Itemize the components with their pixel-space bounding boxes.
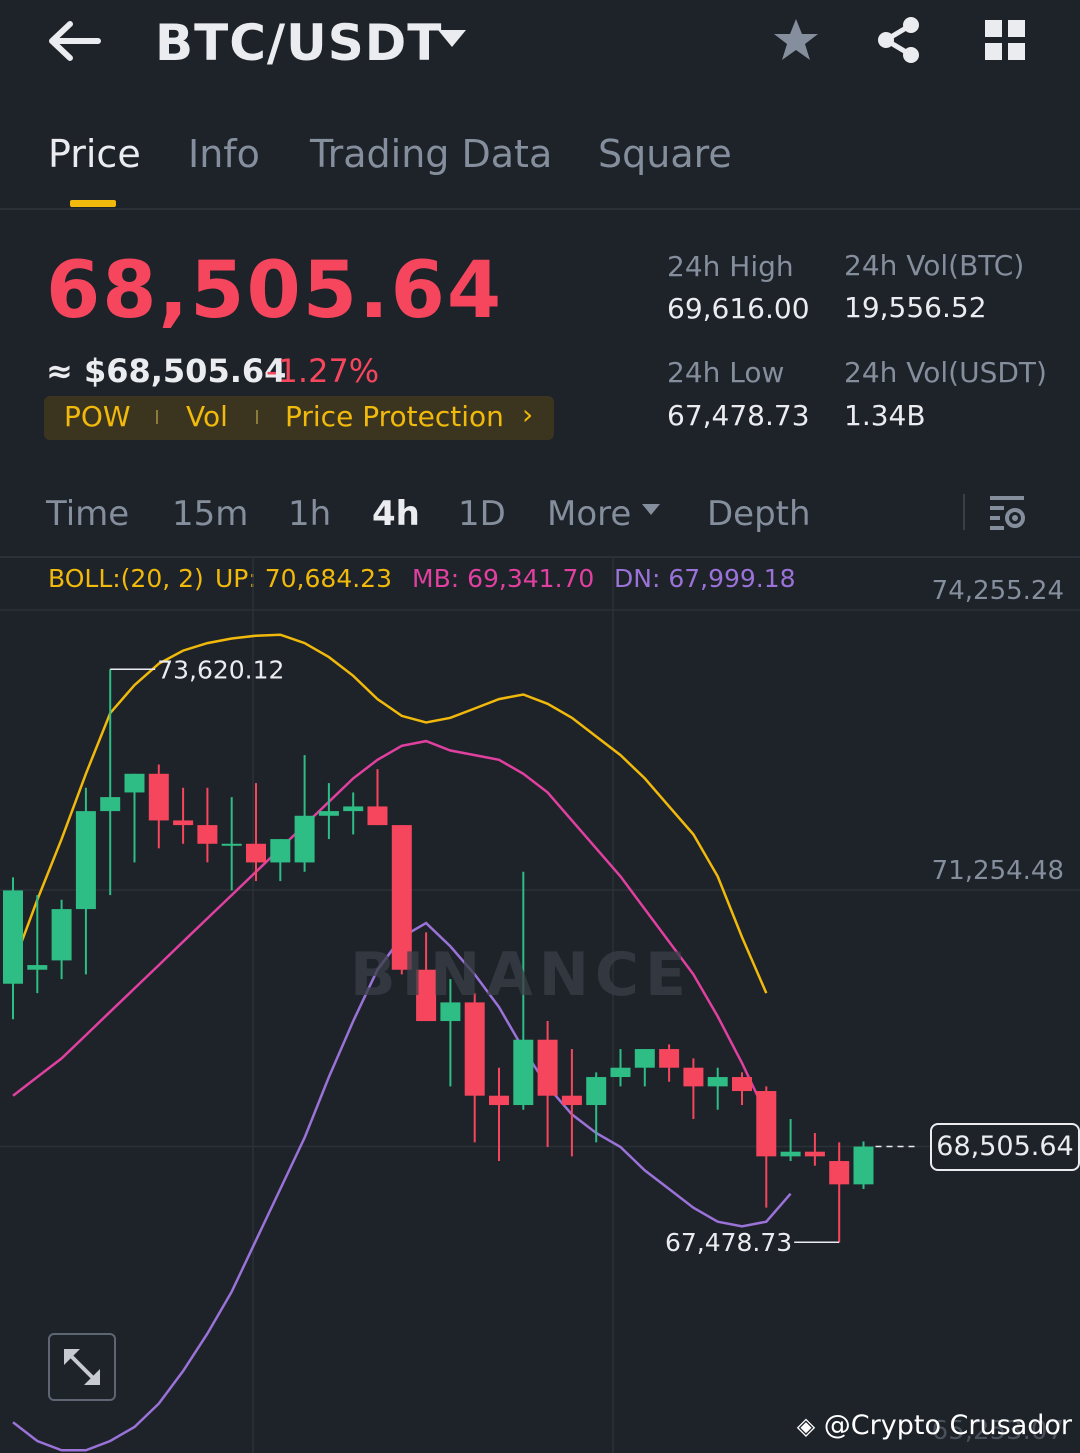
vol-btc-label: 24h Vol(BTC): [844, 249, 1025, 282]
divider: [0, 556, 1080, 558]
candle-body: [318, 811, 339, 816]
interval-depth[interactable]: Depth: [707, 494, 811, 534]
candle-body: [367, 806, 388, 826]
vol-btc-value: 19,556.52: [844, 291, 987, 324]
boll-mb: MB: 69,341.70: [412, 564, 595, 593]
fiat-price: ≈ $68,505.64: [46, 352, 287, 390]
interval-4h[interactable]: 4h: [372, 494, 420, 534]
candle-body: [3, 890, 23, 984]
tab-square[interactable]: Square: [598, 132, 732, 176]
candle-body: [440, 1002, 461, 1022]
candle-body: [148, 773, 169, 821]
candle-body: [537, 1039, 558, 1096]
boll-up: UP: 70,684.23: [215, 564, 392, 593]
share-icon[interactable]: [875, 16, 923, 64]
candle-body: [707, 1077, 728, 1087]
price-change: -1.27%: [266, 352, 380, 390]
high-value: 69,616.00: [667, 292, 810, 325]
candle-body: [756, 1091, 777, 1157]
tag-separator: [156, 410, 158, 424]
interval-15m[interactable]: 15m: [172, 494, 249, 534]
candle-body: [51, 909, 72, 961]
diamond-icon: ◈: [796, 1412, 816, 1440]
candle-body: [464, 1002, 485, 1096]
star-icon[interactable]: [772, 16, 820, 64]
tab-trading-data[interactable]: Trading Data: [310, 132, 553, 176]
candle-body: [27, 965, 48, 970]
tab-indicator: [70, 200, 116, 207]
low-value: 67,478.73: [667, 399, 810, 432]
caret-down-icon[interactable]: [438, 30, 466, 47]
candle-body: [732, 1077, 752, 1092]
axis-label-bottom: 65,253.07: [931, 1416, 1064, 1446]
tag-pow[interactable]: POW: [64, 400, 131, 433]
tag-price-protection[interactable]: Price Protection: [285, 400, 504, 433]
expand-icon: [64, 1349, 100, 1385]
low-label: 24h Low: [667, 356, 785, 389]
interval-time[interactable]: Time: [46, 494, 130, 534]
boll-upper-line: [11, 633, 768, 994]
interval-1h[interactable]: 1h: [288, 494, 332, 534]
watermark: BINANCE: [350, 940, 692, 1010]
boll-name: BOLL:(20, 2): [48, 564, 204, 593]
candle-body: [780, 1151, 801, 1157]
candle-body: [804, 1151, 825, 1157]
candle-body: [173, 820, 194, 826]
credit: ◈ @Crypto Crusador: [797, 1410, 1072, 1441]
credit-text: @Crypto Crusador: [823, 1410, 1072, 1441]
vol-usdt-label: 24h Vol(USDT): [844, 356, 1047, 389]
candle-body: [100, 797, 121, 812]
candle-body: [610, 1067, 631, 1078]
candle-body: [75, 811, 96, 910]
grid-icon[interactable]: [981, 16, 1029, 64]
tag-bar[interactable]: POW Vol Price Protection ›: [44, 396, 554, 440]
chevron-right-icon[interactable]: ›: [522, 398, 534, 431]
axis-label-mid: 71,254.48: [931, 856, 1064, 886]
boll-middle-line: [12, 739, 768, 1115]
candle-body: [829, 1161, 850, 1185]
interval-1d[interactable]: 1D: [458, 494, 506, 534]
boll-dn: DN: 67,999.18: [614, 564, 796, 593]
candle-body: [853, 1146, 874, 1185]
candle-body: [270, 839, 291, 863]
candlestick-chart[interactable]: 73,620.12 67,478.73: [0, 556, 1080, 1453]
axis-label-top: 74,255.24: [931, 576, 1064, 606]
divider: [963, 494, 965, 530]
candle-body: [561, 1095, 582, 1106]
candle-body: [343, 806, 364, 812]
back-arrow-icon[interactable]: [48, 18, 104, 64]
tag-vol[interactable]: Vol: [186, 400, 228, 433]
pair-title[interactable]: BTC/USDT: [155, 14, 443, 72]
caret-down-icon[interactable]: [642, 504, 660, 515]
last-price: 68,505.64: [46, 246, 504, 336]
candle-body: [586, 1077, 607, 1106]
candle-body: [634, 1049, 655, 1068]
tab-price[interactable]: Price: [48, 132, 141, 176]
low-marker-label: 67,478.73: [665, 1228, 792, 1257]
divider: [0, 208, 1080, 210]
interval-more[interactable]: More: [547, 494, 632, 534]
candle-body: [246, 843, 266, 863]
candle-body: [683, 1067, 704, 1087]
candle-body: [513, 1039, 534, 1106]
candle-body: [294, 815, 315, 863]
candle-body: [391, 825, 412, 970]
candle-body: [124, 773, 145, 793]
high-marker-label: 73,620.12: [157, 655, 284, 684]
tag-separator: [256, 410, 258, 424]
vol-usdt-value: 1.34B: [844, 399, 926, 432]
candle-body: [659, 1049, 680, 1068]
settings-icon[interactable]: [988, 494, 1028, 532]
candle-body: [221, 843, 242, 846]
expand-button[interactable]: [48, 1333, 116, 1401]
candle-body: [197, 825, 218, 844]
current-price-label[interactable]: 68,505.64: [930, 1123, 1080, 1171]
candle-body: [416, 969, 437, 1022]
high-label: 24h High: [667, 250, 794, 283]
tab-info[interactable]: Info: [188, 132, 260, 176]
candle-body: [489, 1095, 509, 1106]
